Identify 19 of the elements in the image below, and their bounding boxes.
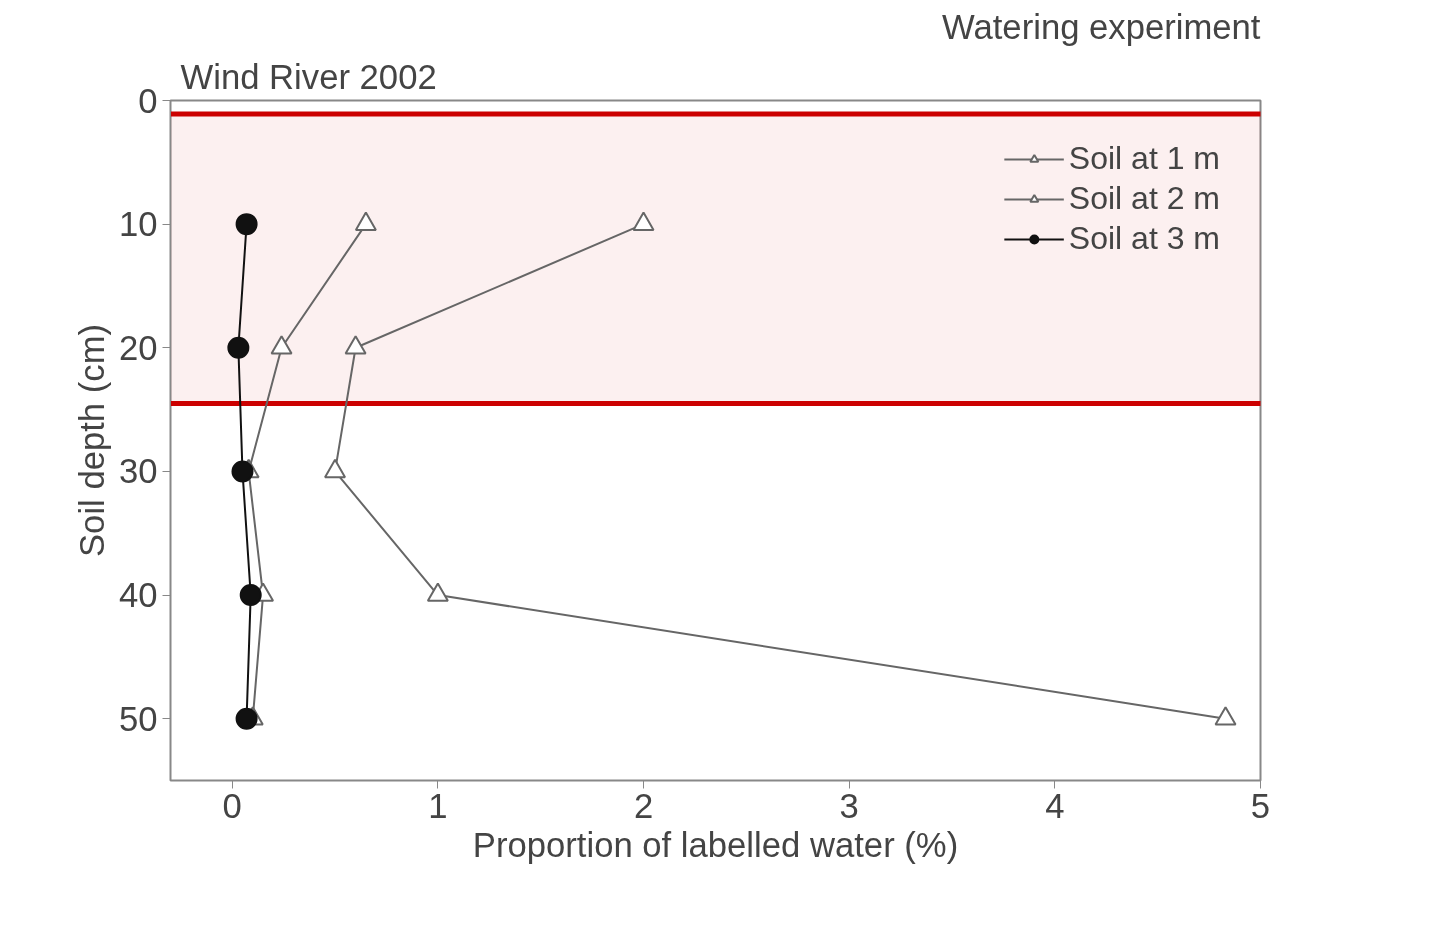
x-axis-title: Proportion of labelled water (%) [472, 825, 959, 864]
legend-label: Soil at 1 m [1068, 140, 1220, 177]
legend-label: Soil at 2 m [1068, 180, 1220, 217]
y-tick-label: 0 [138, 81, 158, 120]
chart-title: Wind River 2002 [180, 57, 437, 96]
x-tick-label: 1 [428, 786, 448, 825]
x-tick-label: 5 [1250, 786, 1271, 825]
y-tick-label: 40 [118, 576, 158, 615]
y-tick-label: 50 [118, 699, 158, 738]
x-tick-label: 2 [633, 786, 654, 825]
y-tick-label: 10 [118, 205, 158, 244]
x-tick-label: 3 [839, 786, 859, 825]
legend-label: Soil at 3 m [1068, 220, 1220, 257]
y-tick-label: 30 [118, 452, 158, 491]
x-tick-label: 0 [222, 786, 242, 825]
chart-subtitle: Watering experiment [942, 7, 1261, 46]
x-tick-label: 4 [1045, 786, 1065, 825]
y-axis-title: Soil depth (cm) [72, 323, 111, 558]
y-tick-label: 20 [118, 328, 158, 367]
